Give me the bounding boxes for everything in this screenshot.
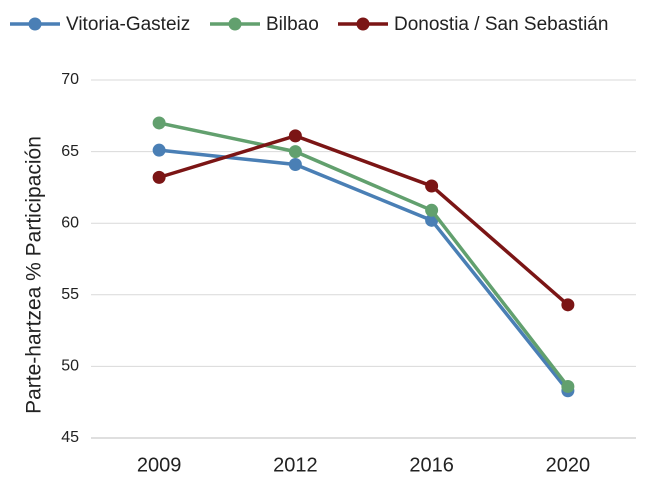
legend-label: Donostia / San Sebastián (394, 14, 608, 35)
data-point (152, 116, 166, 130)
x-tick-label: 2020 (546, 454, 591, 476)
data-point (425, 179, 439, 193)
y-tick-label: 55 (61, 286, 79, 303)
y-tick-label: 70 (61, 71, 79, 88)
y-tick-label: 50 (61, 358, 79, 375)
legend-marker (28, 17, 42, 31)
series-line (158, 134, 570, 307)
data-point (561, 379, 575, 393)
data-point (288, 157, 302, 171)
series-line (158, 121, 570, 388)
y-tick-label: 65 (61, 143, 79, 160)
y-tick-label: 60 (61, 214, 79, 231)
y-axis-label: Parte-hartzea % Participación (23, 136, 46, 414)
legend-label: Bilbao (266, 14, 319, 35)
legend-label: Vitoria-Gasteiz (66, 14, 190, 35)
x-tick-label: 2016 (409, 454, 454, 476)
legend-marker (228, 17, 242, 31)
y-tick-label: 45 (61, 429, 79, 446)
legend-marker (356, 17, 370, 31)
data-point (425, 203, 439, 217)
x-tick-label: 2012 (273, 454, 318, 476)
data-point (288, 129, 302, 143)
data-point (152, 170, 166, 184)
x-tick-label: 2009 (137, 454, 182, 476)
series-line (158, 148, 570, 392)
data-point (152, 143, 166, 157)
data-point (561, 298, 575, 312)
data-point (288, 145, 302, 159)
